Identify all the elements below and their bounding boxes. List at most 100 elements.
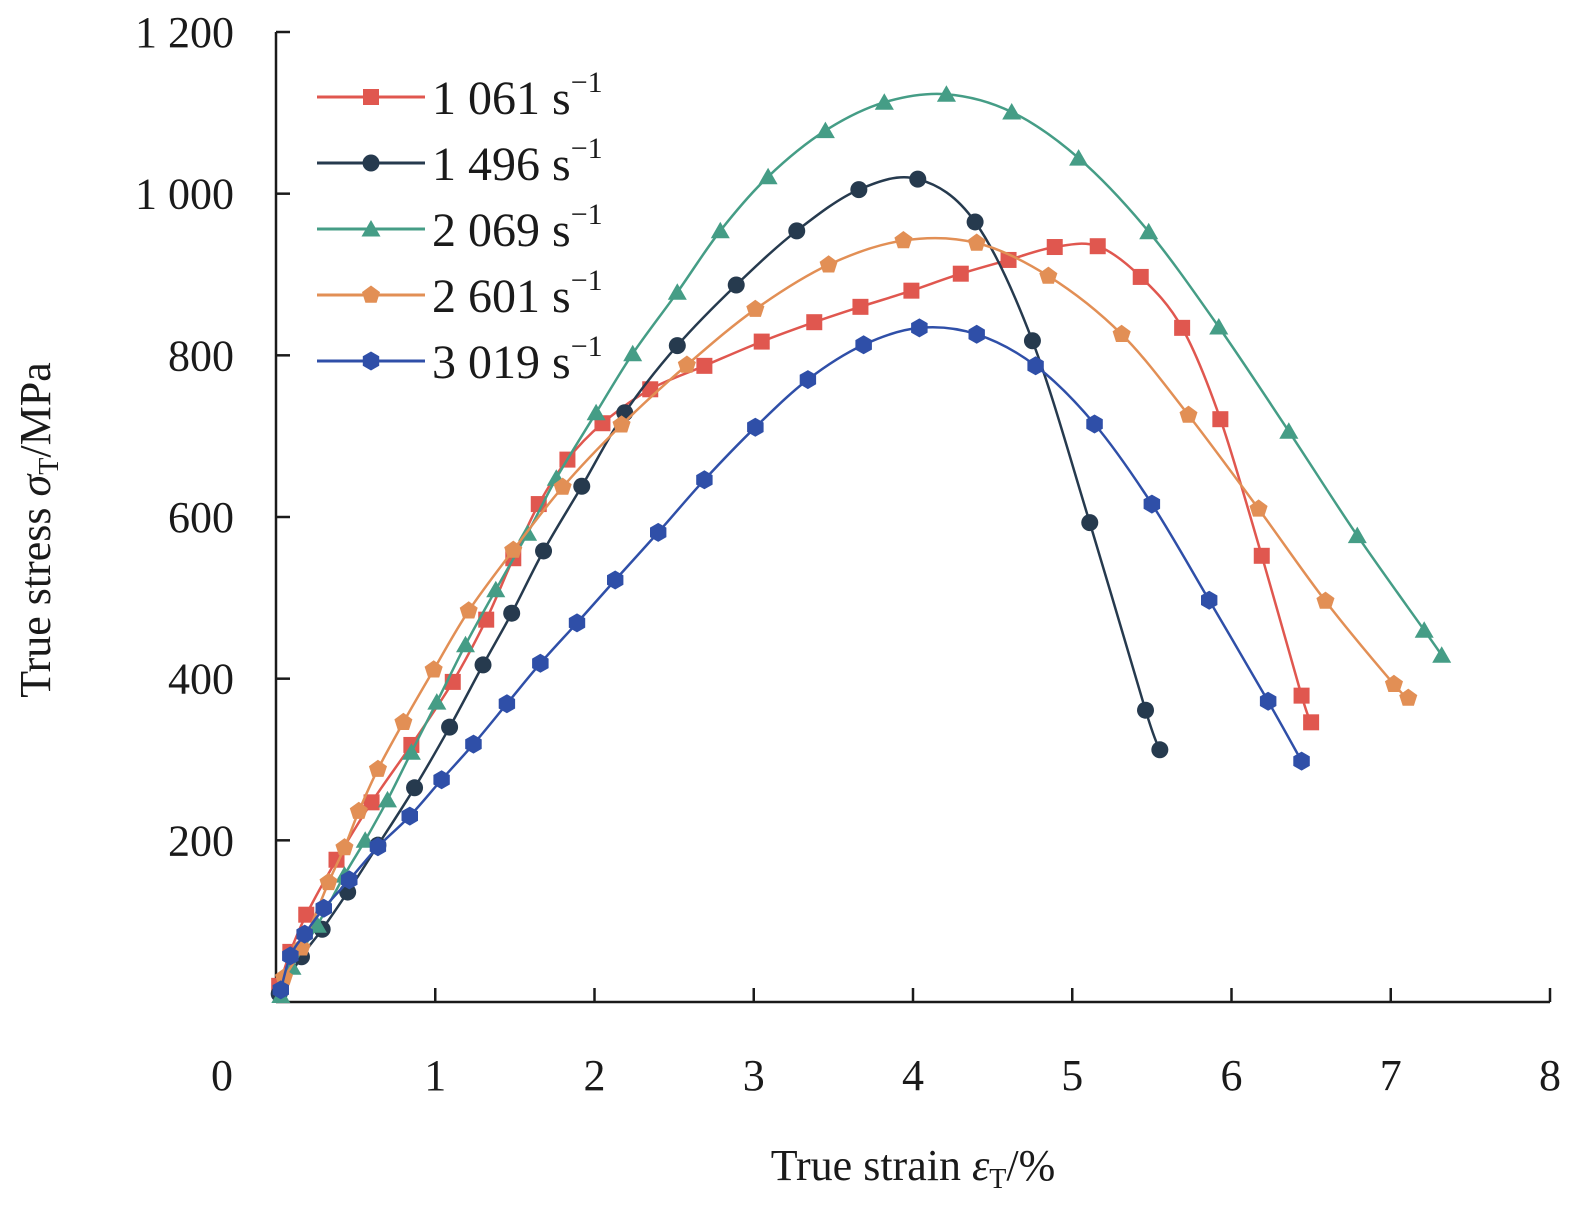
data-point	[401, 806, 418, 826]
data-point	[911, 318, 928, 338]
data-point	[341, 870, 358, 890]
axes: 0 1 2 3 4 5 6 7 8 200 400 600 800 1 000 1 200	[135, 8, 1561, 1100]
legend-exponent: −1	[571, 330, 603, 363]
data-point	[903, 282, 920, 299]
data-point	[952, 265, 969, 282]
data-point	[936, 85, 956, 102]
data-point	[553, 477, 572, 495]
legend-label: 1 061 s−1	[432, 66, 603, 125]
y-tick-label: 800	[168, 331, 234, 380]
legend-exponent: −1	[571, 66, 603, 99]
data-point	[433, 770, 450, 790]
legend-rate: 3 019	[432, 336, 540, 389]
data-point	[535, 542, 553, 560]
data-point	[758, 167, 778, 185]
legend-marker	[362, 154, 380, 172]
data-point	[377, 790, 397, 808]
data-point	[486, 580, 506, 598]
data-point	[1151, 741, 1169, 759]
legend: 1 061 s−11 496 s−12 069 s−12 601 s−13 01…	[317, 66, 603, 389]
x-tick-label: 1	[424, 1051, 446, 1100]
data-point	[966, 213, 984, 231]
data-point	[799, 370, 817, 390]
legend-exponent: −1	[571, 264, 603, 297]
data-point	[850, 181, 868, 199]
legend-unit: s	[552, 204, 571, 257]
data-point	[1414, 621, 1434, 638]
data-point	[1293, 687, 1310, 704]
data-point	[677, 355, 696, 373]
legend-item: 1 061 s−1	[317, 66, 603, 125]
data-point	[369, 837, 387, 857]
data-point	[532, 653, 549, 673]
y-tick-label: 400	[168, 655, 234, 704]
legend-item: 3 019 s−1	[317, 330, 603, 389]
data-point	[363, 794, 380, 811]
data-point	[456, 635, 475, 653]
data-point	[696, 470, 713, 490]
data-point	[1253, 547, 1270, 564]
series-2601	[274, 231, 1418, 986]
x-tick-label: 0	[211, 1051, 233, 1100]
data-point	[282, 946, 299, 966]
data-point	[315, 898, 332, 918]
data-point	[272, 980, 289, 1000]
data-point	[1143, 494, 1161, 514]
y-tick-label: 1 000	[135, 170, 234, 219]
legend-unit: s	[552, 72, 571, 125]
x-tick-label: 7	[1380, 1051, 1402, 1100]
data-point	[1027, 356, 1044, 376]
data-point	[1384, 674, 1403, 692]
data-point	[753, 333, 770, 350]
data-point	[894, 231, 913, 249]
legend-unit: s	[552, 138, 571, 191]
data-point	[668, 337, 686, 355]
data-point	[1132, 268, 1149, 285]
data-point	[1089, 238, 1106, 255]
data-point	[504, 540, 523, 558]
data-point	[806, 314, 823, 331]
data-point	[368, 759, 387, 777]
x-tick-label: 5	[1061, 1051, 1083, 1100]
data-point	[1347, 526, 1367, 544]
legend-marker	[362, 285, 380, 303]
y-tick-label: 600	[168, 493, 234, 542]
legend-label: 2 601 s−1	[432, 264, 603, 323]
data-point	[530, 496, 547, 513]
data-point	[607, 570, 624, 590]
legend-marker	[363, 89, 379, 105]
data-point	[307, 916, 327, 933]
data-point	[1137, 701, 1155, 719]
data-point	[696, 357, 713, 374]
data-point	[1039, 266, 1058, 284]
data-point	[852, 298, 869, 315]
data-point	[874, 93, 894, 110]
data-point	[1399, 688, 1418, 706]
data-point	[1023, 332, 1041, 350]
legend-rate: 2 069	[432, 204, 540, 257]
x-tick-label: 3	[743, 1051, 765, 1100]
legend-exponent: −1	[571, 132, 603, 165]
data-point	[1212, 411, 1229, 428]
legend-item: 1 496 s−1	[317, 132, 603, 191]
legend-label: 2 069 s−1	[432, 198, 603, 257]
data-point	[1432, 646, 1452, 663]
data-point	[296, 924, 313, 944]
legend-marker	[361, 220, 381, 237]
plot-area	[270, 85, 1452, 1003]
data-point	[1293, 751, 1310, 771]
data-point	[819, 255, 838, 273]
data-point	[478, 611, 495, 628]
data-point	[335, 838, 354, 856]
data-point	[612, 415, 631, 433]
x-tick-label: 6	[1221, 1051, 1243, 1100]
legend-marker	[362, 351, 380, 371]
y-axis-title: True stress σT/MPa	[11, 362, 65, 697]
x-tick-label: 2	[584, 1051, 606, 1100]
data-point	[503, 604, 521, 622]
data-point	[573, 477, 591, 495]
data-point	[855, 335, 872, 355]
data-point	[1179, 405, 1198, 423]
series-line	[279, 326, 1303, 991]
